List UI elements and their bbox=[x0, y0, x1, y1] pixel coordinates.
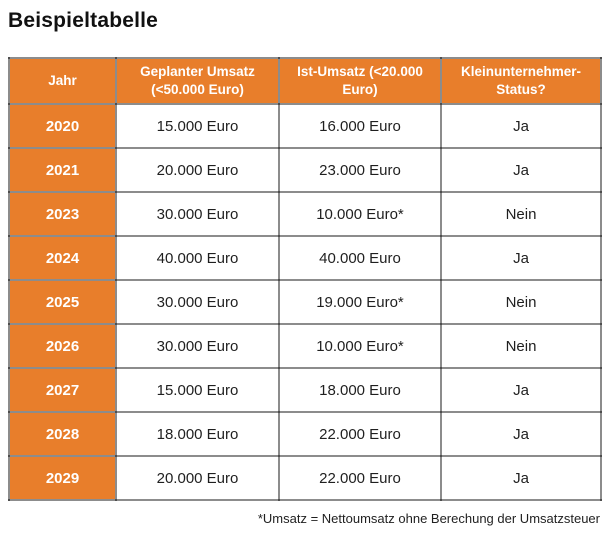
status-cell: Ja bbox=[440, 455, 602, 501]
planned-revenue-cell: 20.000 Euro bbox=[115, 455, 280, 501]
table-row: 2021 20.000 Euro 23.000 Euro Ja bbox=[8, 147, 602, 193]
status-cell: Ja bbox=[440, 147, 602, 193]
status-cell: Nein bbox=[440, 323, 602, 369]
year-cell: 2021 bbox=[8, 147, 117, 193]
actual-revenue-cell: 19.000 Euro* bbox=[278, 279, 442, 325]
table-row: 2028 18.000 Euro 22.000 Euro Ja bbox=[8, 411, 602, 457]
year-cell: 2028 bbox=[8, 411, 117, 457]
table-row: 2026 30.000 Euro 10.000 Euro* Nein bbox=[8, 323, 602, 369]
table-row: 2020 15.000 Euro 16.000 Euro Ja bbox=[8, 103, 602, 149]
table-row: 2023 30.000 Euro 10.000 Euro* Nein bbox=[8, 191, 602, 237]
table-row: 2027 15.000 Euro 18.000 Euro Ja bbox=[8, 367, 602, 413]
header-ist-umsatz: Ist-Umsatz (<20.000 Euro) bbox=[278, 57, 442, 105]
year-cell: 2027 bbox=[8, 367, 117, 413]
actual-revenue-cell: 23.000 Euro bbox=[278, 147, 442, 193]
actual-revenue-cell: 10.000 Euro* bbox=[278, 323, 442, 369]
example-table: Jahr Geplanter Umsatz (<50.000 Euro) Ist… bbox=[8, 57, 602, 501]
header-geplanter-umsatz: Geplanter Umsatz (<50.000 Euro) bbox=[115, 57, 280, 105]
status-cell: Ja bbox=[440, 367, 602, 413]
planned-revenue-cell: 30.000 Euro bbox=[115, 279, 280, 325]
year-cell: 2026 bbox=[8, 323, 117, 369]
header-kleinunternehmer-status: Kleinunternehmer- Status? bbox=[440, 57, 602, 105]
table-header-row: Jahr Geplanter Umsatz (<50.000 Euro) Ist… bbox=[8, 57, 602, 105]
status-cell: Ja bbox=[440, 235, 602, 281]
table-footnote: *Umsatz = Nettoumsatz ohne Berechung der… bbox=[257, 511, 600, 526]
planned-revenue-cell: 15.000 Euro bbox=[115, 103, 280, 149]
year-cell: 2024 bbox=[8, 235, 117, 281]
header-jahr: Jahr bbox=[8, 57, 117, 105]
table-row: 2024 40.000 Euro 40.000 Euro Ja bbox=[8, 235, 602, 281]
planned-revenue-cell: 20.000 Euro bbox=[115, 147, 280, 193]
year-cell: 2029 bbox=[8, 455, 117, 501]
status-cell: Nein bbox=[440, 191, 602, 237]
planned-revenue-cell: 18.000 Euro bbox=[115, 411, 280, 457]
actual-revenue-cell: 16.000 Euro bbox=[278, 103, 442, 149]
year-cell: 2023 bbox=[8, 191, 117, 237]
planned-revenue-cell: 15.000 Euro bbox=[115, 367, 280, 413]
actual-revenue-cell: 22.000 Euro bbox=[278, 411, 442, 457]
status-cell: Ja bbox=[440, 411, 602, 457]
page-title: Beispieltabelle bbox=[8, 9, 159, 32]
status-cell: Ja bbox=[440, 103, 602, 149]
year-cell: 2020 bbox=[8, 103, 117, 149]
actual-revenue-cell: 40.000 Euro bbox=[278, 235, 442, 281]
planned-revenue-cell: 30.000 Euro bbox=[115, 191, 280, 237]
status-cell: Nein bbox=[440, 279, 602, 325]
planned-revenue-cell: 40.000 Euro bbox=[115, 235, 280, 281]
table-row: 2025 30.000 Euro 19.000 Euro* Nein bbox=[8, 279, 602, 325]
planned-revenue-cell: 30.000 Euro bbox=[115, 323, 280, 369]
table-row: 2029 20.000 Euro 22.000 Euro Ja bbox=[8, 455, 602, 501]
actual-revenue-cell: 10.000 Euro* bbox=[278, 191, 442, 237]
actual-revenue-cell: 22.000 Euro bbox=[278, 455, 442, 501]
year-cell: 2025 bbox=[8, 279, 117, 325]
actual-revenue-cell: 18.000 Euro bbox=[278, 367, 442, 413]
